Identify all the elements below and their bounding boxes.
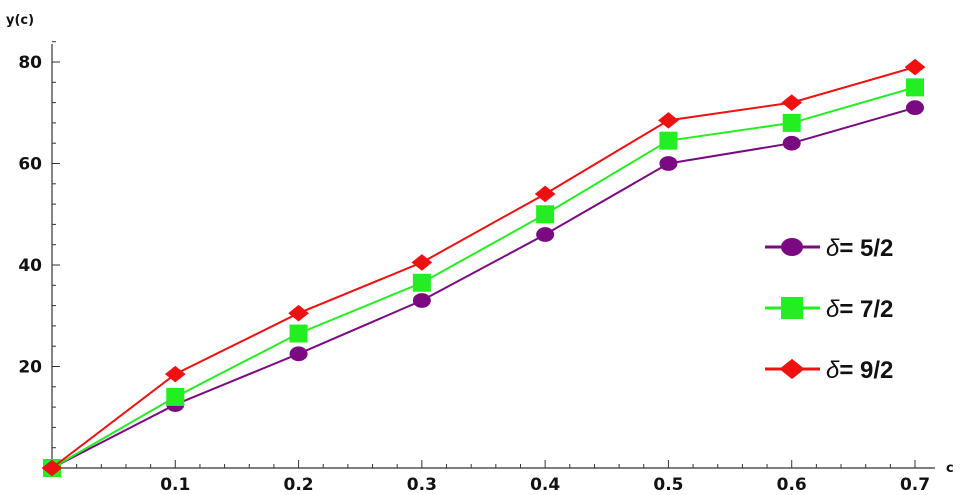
data-point xyxy=(781,94,803,111)
data-point xyxy=(41,459,63,477)
x-tick-label: 0.6 xyxy=(777,475,807,495)
y-tick-label: 80 xyxy=(18,53,42,73)
y-axis-title: y(c) xyxy=(6,13,34,28)
data-point xyxy=(536,227,555,242)
x-tick-label: 0.4 xyxy=(530,475,560,495)
series-diamond xyxy=(41,58,926,477)
data-point xyxy=(904,58,926,76)
data-point xyxy=(906,100,924,116)
legend-label: δ= 7/2 xyxy=(826,296,893,323)
legend-item: δ= 7/2 xyxy=(765,296,893,323)
data-point xyxy=(164,365,186,383)
data-point xyxy=(412,293,431,308)
y-tick-label: 60 xyxy=(18,155,42,175)
series xyxy=(41,58,926,477)
data-point xyxy=(534,185,556,203)
series-line xyxy=(51,66,916,469)
legend: δ= 5/2 δ= 7/2 δ= 9/2 xyxy=(765,235,893,384)
x-tick-label: 0.5 xyxy=(653,475,683,495)
series-square xyxy=(43,78,924,477)
legend-item: δ= 9/2 xyxy=(765,357,893,384)
data-point xyxy=(166,387,185,406)
data-point xyxy=(659,131,678,150)
data-point xyxy=(658,112,679,129)
legend-label: δ= 9/2 xyxy=(826,357,893,384)
data-point xyxy=(289,324,308,343)
data-point xyxy=(412,273,431,292)
data-point xyxy=(906,78,924,97)
y-tick-label: 20 xyxy=(18,358,42,378)
legend-swatch-marker xyxy=(781,297,803,319)
legend-swatch-marker xyxy=(781,237,803,257)
x-tick-label: 0.2 xyxy=(284,475,314,495)
series-circle xyxy=(43,100,924,476)
x-tick-label: 0.1 xyxy=(160,475,190,495)
series-line xyxy=(51,86,916,469)
axes: y(c) c xyxy=(6,13,954,476)
x-tick-label: 0.3 xyxy=(407,475,437,495)
x-tick-label: 0.7 xyxy=(900,475,930,495)
data-point xyxy=(411,254,433,271)
legend-item: δ= 5/2 xyxy=(765,235,893,262)
data-point xyxy=(288,304,309,322)
data-point xyxy=(782,135,801,151)
legend-label: δ= 5/2 xyxy=(826,235,893,262)
y-tick-label: 40 xyxy=(18,256,42,276)
data-point xyxy=(659,156,678,171)
data-point xyxy=(782,113,801,132)
data-point xyxy=(536,205,555,224)
data-point xyxy=(289,346,308,362)
ticks: 0.1 0.2 0.3 0.4 0.5 0.6 0.7 20 40 60 80 xyxy=(18,41,930,495)
x-axis-title: c xyxy=(946,461,954,476)
legend-swatch-marker xyxy=(779,358,805,380)
series-line xyxy=(51,106,916,469)
